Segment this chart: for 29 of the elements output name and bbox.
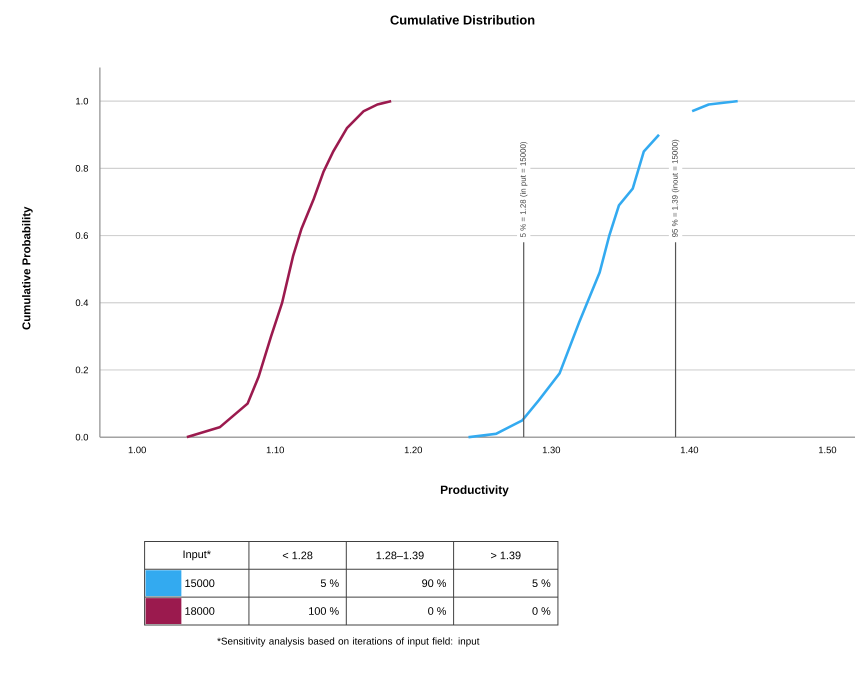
text: 0 %	[532, 607, 550, 616]
line-series	[186, 100, 392, 439]
text: 90 %	[422, 580, 446, 588]
y-tick-label: 1.0	[76, 98, 88, 105]
legend-label: 18000	[185, 607, 214, 616]
legend-label: 15000	[185, 580, 214, 588]
y-tick-label: 0.8	[76, 165, 88, 172]
x-tick-label: 1.10	[266, 446, 284, 454]
text: 1.28–1.39	[376, 552, 424, 560]
text: 100 %	[309, 607, 339, 616]
x-tick-label: 1.30	[542, 446, 560, 454]
y-tick-label: 0.2	[76, 366, 88, 374]
legend-title: Input*	[184, 550, 211, 560]
y-tick-label: 0.6	[76, 232, 88, 240]
text: *Sensitivity analysis based on iterations of input field: input	[217, 638, 480, 647]
text: 0 %	[428, 607, 446, 616]
y-tick-label: 0.0	[76, 434, 88, 441]
text: 5 %	[320, 580, 339, 588]
x-tick-label: 1.50	[818, 446, 836, 454]
y-axis-title: Cumulative Probability	[22, 206, 33, 330]
text: 5 %	[532, 580, 550, 588]
x-tick-label: 1.40	[680, 446, 698, 454]
x-tick-label: 1.00	[128, 446, 146, 454]
x-axis-title: Productivity	[440, 485, 509, 497]
x-tick-label: 1.20	[404, 446, 422, 454]
text: < 1.28	[282, 552, 312, 560]
y-tick-label: 0.4	[76, 300, 88, 306]
chart-title: Cumulative Distribution	[390, 15, 534, 25]
text: > 1.39	[491, 552, 521, 560]
